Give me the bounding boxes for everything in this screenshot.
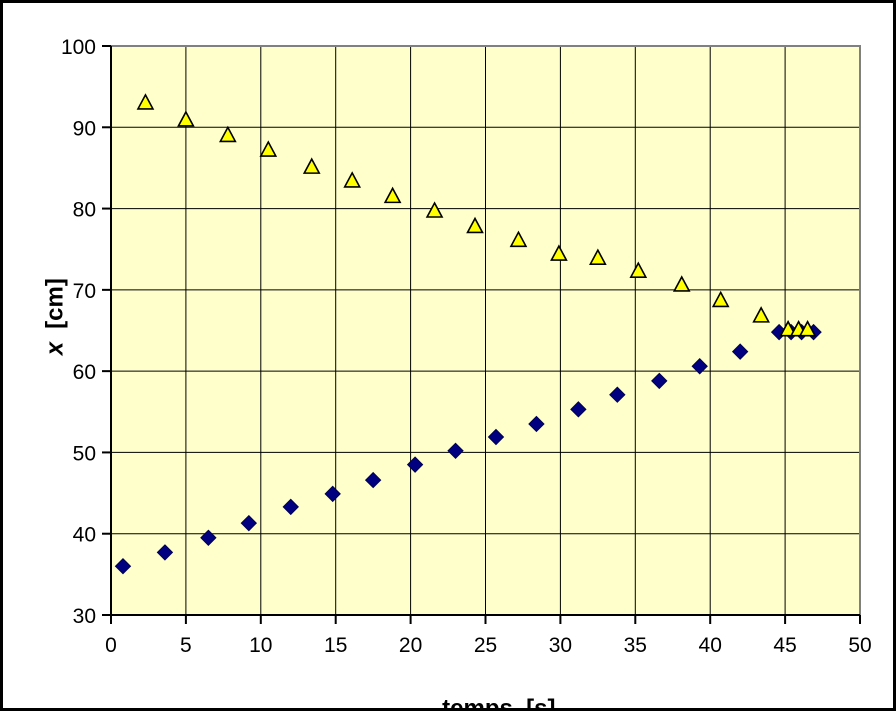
data-point-diamond — [114, 558, 132, 575]
data-point-diamond — [406, 456, 424, 473]
data-point-diamond — [447, 442, 464, 460]
y-tick-label: 60 — [73, 361, 96, 384]
data-point-triangle — [383, 186, 402, 204]
data-point-diamond — [528, 415, 545, 433]
x-axis-title: temps [s] — [111, 667, 860, 711]
y-tick-label: 50 — [73, 442, 96, 465]
data-point-triangle — [589, 248, 607, 265]
data-point-triangle — [672, 275, 691, 292]
data-point-triangle — [425, 201, 444, 218]
y-tick-label: 30 — [73, 605, 96, 628]
x-tick-label: 20 — [399, 634, 422, 657]
data-point-diamond — [731, 343, 749, 360]
y-tick-label: 70 — [73, 280, 96, 303]
data-point-triangle — [509, 230, 528, 248]
data-point-diamond — [200, 529, 217, 546]
data-point-triangle — [177, 110, 195, 127]
data-point-diamond — [282, 498, 299, 516]
x-axis-title-text: temps [s] — [442, 695, 556, 711]
x-tick-label: 25 — [474, 634, 497, 657]
data-point-triangle — [259, 140, 278, 157]
data-point-diamond — [364, 471, 382, 489]
data-point-diamond — [240, 514, 258, 532]
y-axis-title-unit: [cm] — [41, 278, 69, 329]
data-point-triangle — [302, 157, 321, 174]
data-point-diamond — [651, 372, 668, 390]
data-point-diamond — [156, 544, 174, 561]
x-tick-label: 40 — [699, 634, 722, 657]
data-point-triangle — [798, 319, 817, 337]
y-axis-title: x [cm] — [14, 46, 98, 615]
scatter-plot: 0 5 10 15 20 25 30 35 40 45 50 30 40 50 60 70 80 90 100 — [61, 36, 872, 657]
y-axis-title-variable: x — [41, 341, 69, 356]
data-point-triangle — [343, 171, 362, 188]
data-point-triangle — [219, 125, 237, 143]
x-tick-label: 50 — [848, 634, 871, 657]
data-point-triangle — [629, 261, 648, 278]
y-tick-label: 80 — [73, 199, 96, 222]
x-tick-label: 0 — [105, 634, 117, 657]
x-tick-label: 35 — [624, 634, 647, 657]
data-point-diamond — [487, 428, 505, 446]
y-tick-label: 40 — [73, 524, 96, 547]
y-tick-label: 90 — [73, 117, 96, 140]
data-point-triangle — [779, 319, 797, 337]
x-tick-label: 5 — [180, 634, 192, 657]
data-point-triangle — [550, 244, 568, 261]
data-point-diamond — [570, 401, 587, 418]
x-tick-label: 30 — [549, 634, 572, 657]
x-tick-label: 45 — [773, 634, 796, 657]
data-point-triangle — [136, 93, 155, 110]
data-point-diamond — [691, 358, 708, 375]
data-point-triangle — [466, 216, 484, 234]
data-point-diamond — [609, 386, 626, 403]
x-tick-label: 10 — [249, 634, 272, 657]
data-point-triangle — [752, 306, 770, 323]
y-tick-label: 100 — [61, 36, 96, 59]
data-point-triangle — [711, 290, 730, 308]
x-tick-label: 15 — [324, 634, 347, 657]
data-point-diamond — [324, 485, 341, 503]
